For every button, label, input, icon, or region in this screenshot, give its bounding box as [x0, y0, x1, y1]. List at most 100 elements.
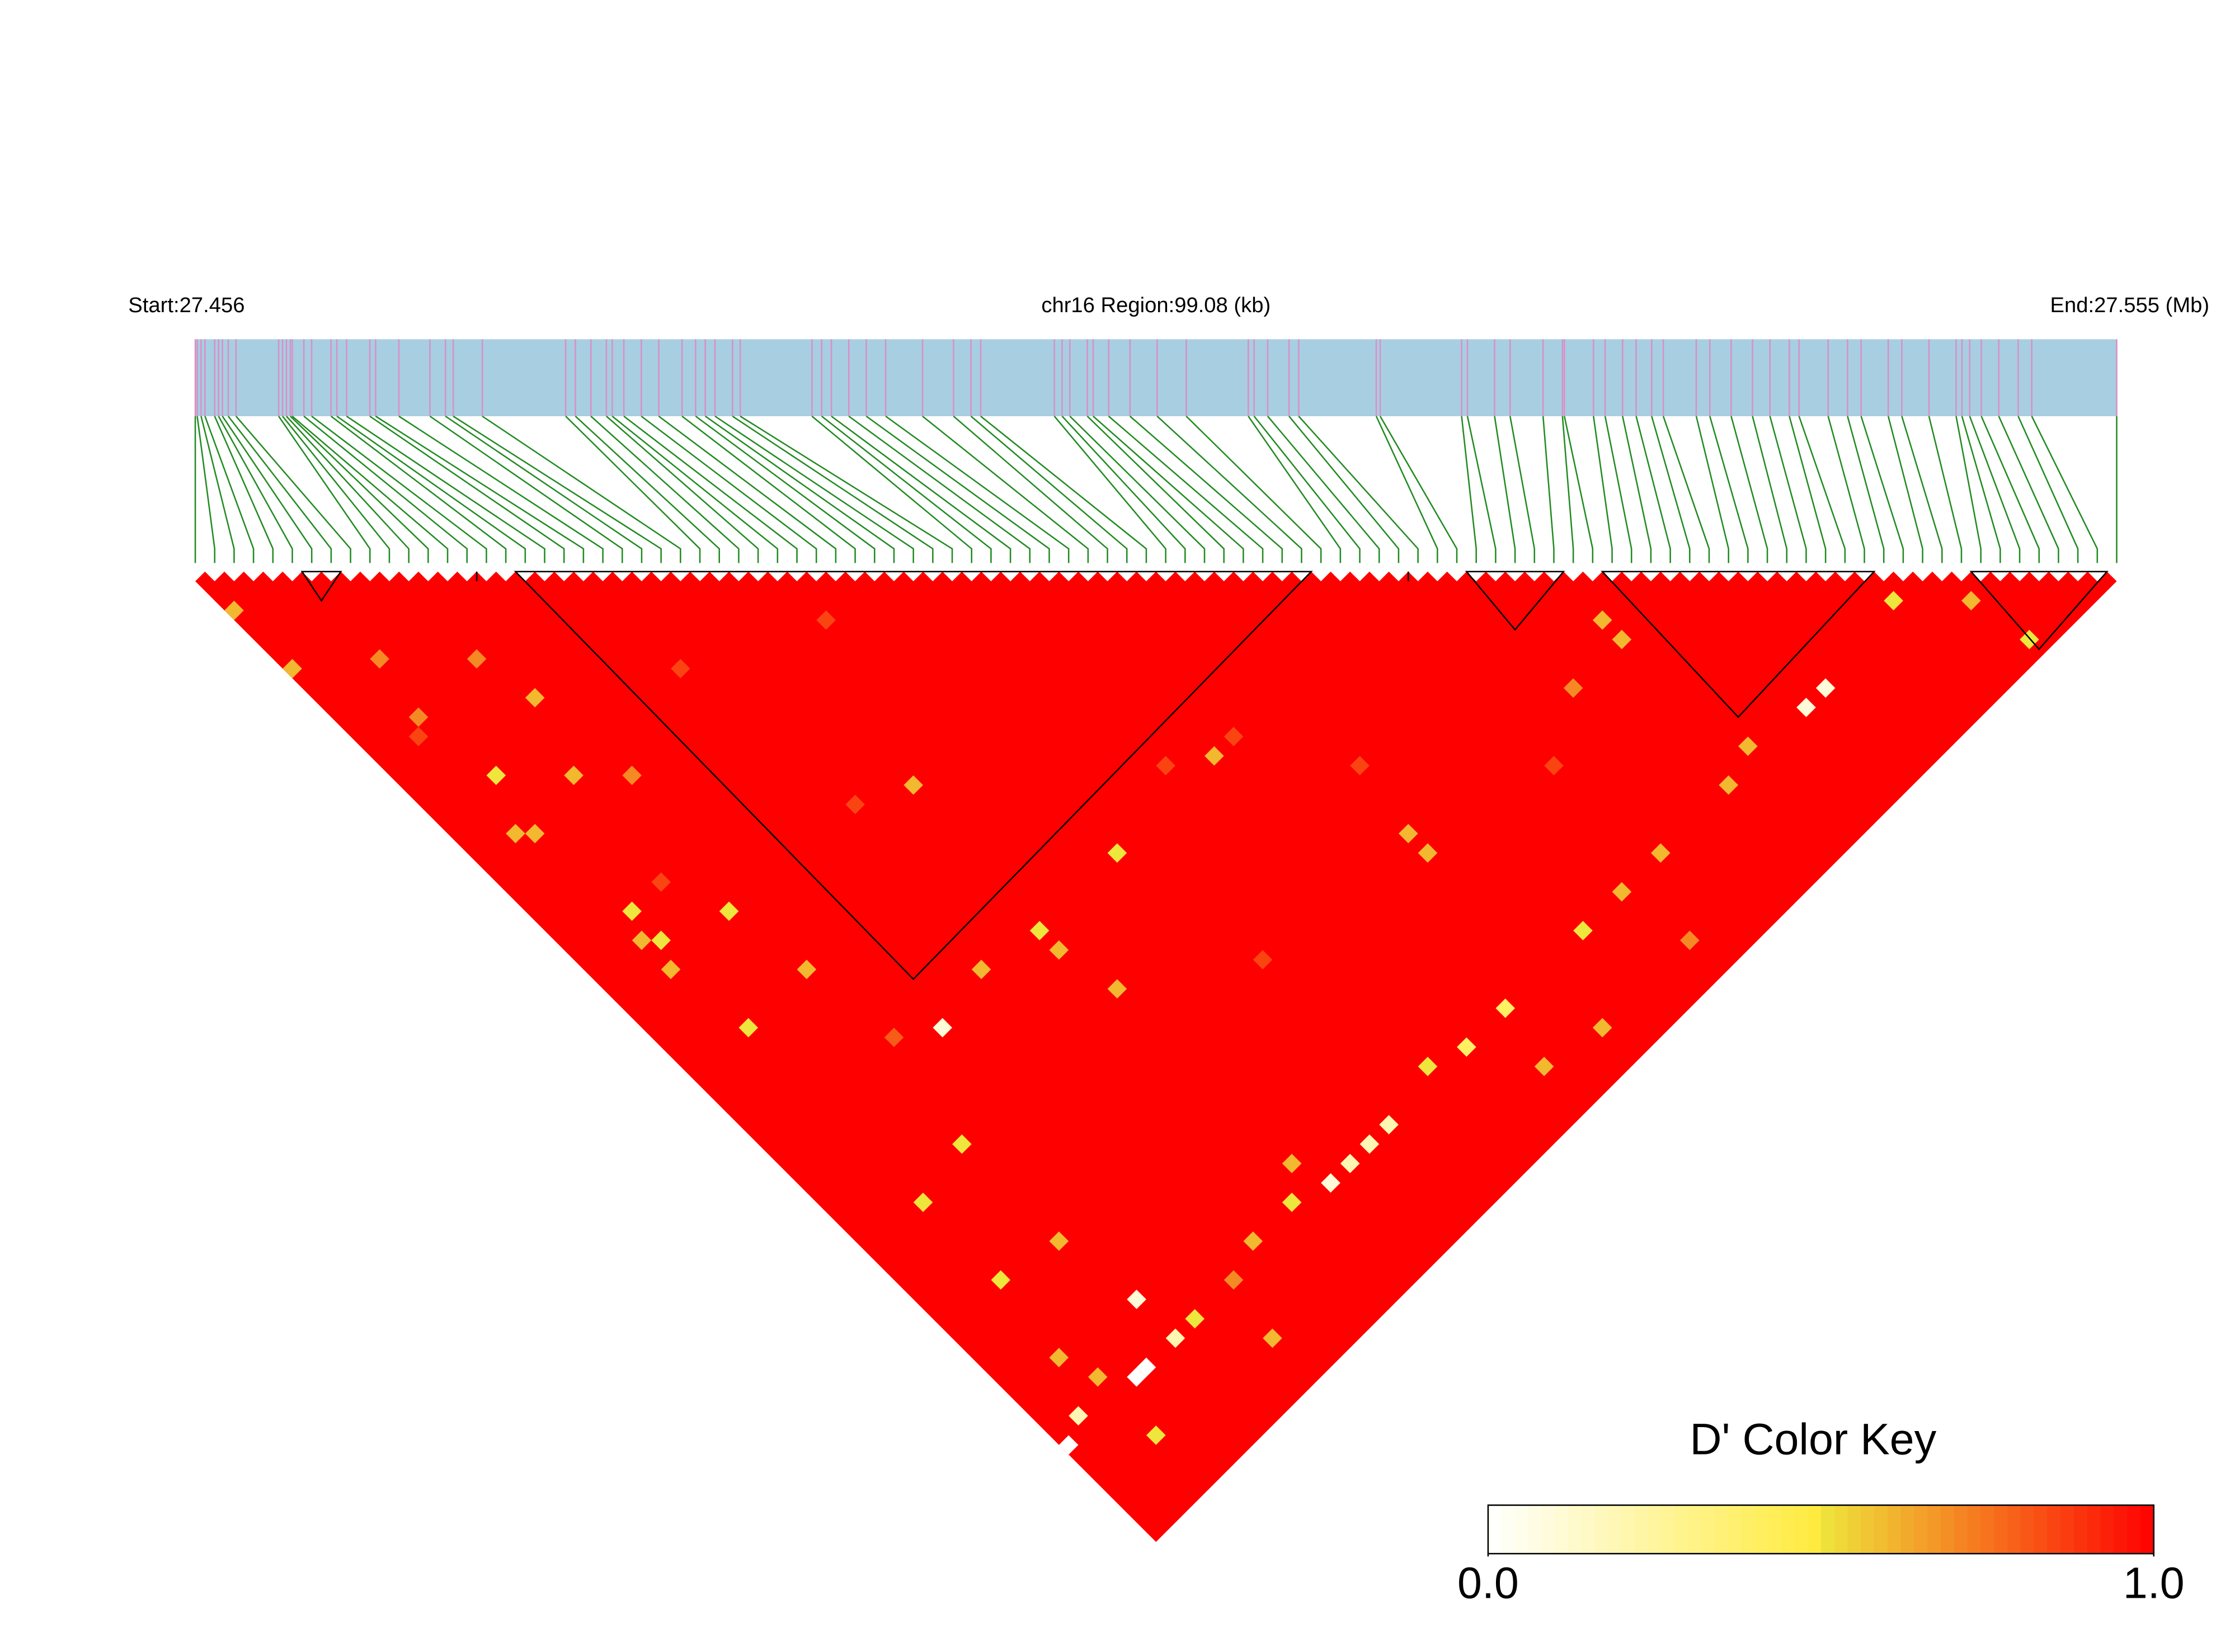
snp-connector — [1375, 416, 1438, 563]
region-label: chr16 Region:99.08 (kb) — [1041, 293, 1271, 317]
snp-connector — [1156, 416, 1302, 563]
key-swatch — [2127, 1505, 2141, 1554]
ld-cell — [661, 959, 681, 980]
snp-connector — [1827, 416, 1865, 563]
snp-connector — [398, 415, 604, 563]
snp-connector — [1253, 416, 1361, 563]
key-swatch — [1648, 1505, 1662, 1554]
snp-connector — [1901, 416, 1943, 563]
snp-connector — [1860, 416, 1904, 563]
key-swatch — [1980, 1505, 1995, 1554]
snp-connector — [1969, 416, 2021, 563]
snp-connector — [311, 415, 487, 563]
key-swatch — [2114, 1505, 2128, 1554]
ld-block — [1969, 571, 2109, 651]
ld-cell — [370, 649, 389, 669]
snp-connector — [218, 416, 293, 563]
snp-connector — [196, 416, 216, 563]
ld-cell — [1282, 1192, 1302, 1212]
snp-connector — [1789, 416, 1827, 563]
ld-cell — [2020, 629, 2039, 649]
key-swatch — [1900, 1505, 1915, 1554]
snp-connector — [641, 415, 817, 563]
ld-cell — [1418, 1057, 1438, 1076]
key-swatch — [2100, 1505, 2115, 1554]
key-swatch — [1941, 1505, 1955, 1554]
snp-connector — [714, 415, 914, 563]
snp-connector — [375, 415, 585, 563]
ld-cell — [1398, 823, 1418, 844]
snp-connector — [1752, 416, 1788, 563]
key-swatch — [1514, 1505, 1529, 1554]
key-swatch — [1754, 1505, 1768, 1554]
key-swatch — [1674, 1505, 1688, 1554]
snp-connector — [1651, 416, 1691, 563]
snp-connector — [282, 416, 390, 563]
ld-triangle — [195, 571, 2117, 1542]
snp-connector — [922, 416, 1089, 563]
key-swatch — [1701, 1505, 1715, 1554]
key-title: D' Color Key — [1690, 1414, 1936, 1463]
key-swatch — [1608, 1505, 1622, 1554]
snp-connector — [1928, 416, 1963, 563]
ld-cell — [506, 823, 525, 844]
key-swatch — [1847, 1505, 1862, 1554]
key-swatch — [1501, 1505, 1516, 1554]
ld-block — [1465, 571, 1565, 631]
snp-connector — [286, 416, 410, 563]
snp-connector — [1955, 416, 1982, 563]
snp-connector — [1622, 416, 1652, 563]
snp-connector — [1961, 416, 2001, 563]
key-swatch — [1834, 1505, 1848, 1554]
region-bar — [195, 339, 2117, 416]
snp-connector — [291, 416, 449, 563]
key-swatch — [1820, 1505, 1835, 1554]
snp-connector — [811, 416, 972, 563]
ld-cell — [1379, 1115, 1399, 1135]
snp-connector — [1185, 416, 1322, 563]
ld-cell — [467, 649, 487, 669]
key-swatch — [1541, 1505, 1555, 1554]
snp-connector — [865, 415, 1050, 563]
key-tick-label: 1.0 — [2123, 1559, 2185, 1608]
snp-connector — [346, 415, 545, 563]
ld-cell — [1049, 940, 1069, 960]
ld-cell — [1573, 921, 1593, 940]
snp-connector — [1998, 416, 2059, 563]
ld-cell — [1457, 1037, 1476, 1057]
snp-connector — [227, 416, 332, 563]
ld-cell — [1029, 921, 1050, 940]
ld-cell — [952, 1134, 972, 1154]
snp-connector — [445, 415, 643, 563]
key-swatch — [1661, 1505, 1676, 1554]
ld-cell — [408, 707, 429, 727]
ld-cell — [1961, 591, 1981, 611]
snp-connector — [1662, 416, 1710, 563]
snp-connector — [1730, 416, 1768, 563]
ld-cell — [738, 1018, 759, 1038]
snp-connector — [885, 415, 1070, 563]
snp-connector — [1298, 416, 1419, 563]
snp-connector — [2031, 416, 2098, 563]
key-swatch — [1594, 1505, 1609, 1554]
ld-cell — [1282, 1154, 1302, 1174]
snp-connector — [1267, 416, 1380, 563]
snp-connector — [681, 415, 856, 563]
key-swatch — [1488, 1505, 1502, 1554]
snp-connector — [1604, 416, 1632, 563]
key-swatch — [1741, 1505, 1755, 1554]
key-swatch — [1554, 1505, 1569, 1554]
ld-cell — [1263, 1328, 1282, 1348]
snp-connector — [336, 415, 526, 563]
key-frame — [1487, 1504, 2155, 1555]
ld-cell — [1612, 629, 1632, 649]
key-swatch — [1794, 1505, 1809, 1554]
snp-connector — [2017, 416, 2079, 563]
snp-connector — [565, 416, 701, 563]
ld-cell — [1350, 756, 1370, 775]
key-swatch — [1581, 1505, 1596, 1554]
ld-cell — [1738, 736, 1758, 756]
key-swatch — [2140, 1505, 2154, 1554]
ld-cell — [224, 600, 244, 620]
